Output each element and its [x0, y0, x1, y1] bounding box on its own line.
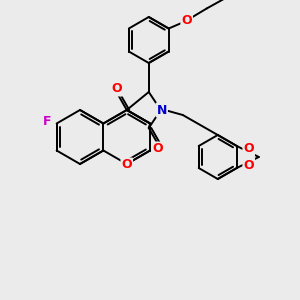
Text: O: O [152, 142, 163, 155]
Text: N: N [157, 103, 167, 116]
Text: O: O [243, 142, 254, 155]
Text: O: O [112, 82, 122, 95]
Text: O: O [182, 14, 192, 27]
Text: O: O [243, 158, 254, 172]
Text: F: F [44, 115, 52, 128]
Text: O: O [122, 158, 132, 172]
